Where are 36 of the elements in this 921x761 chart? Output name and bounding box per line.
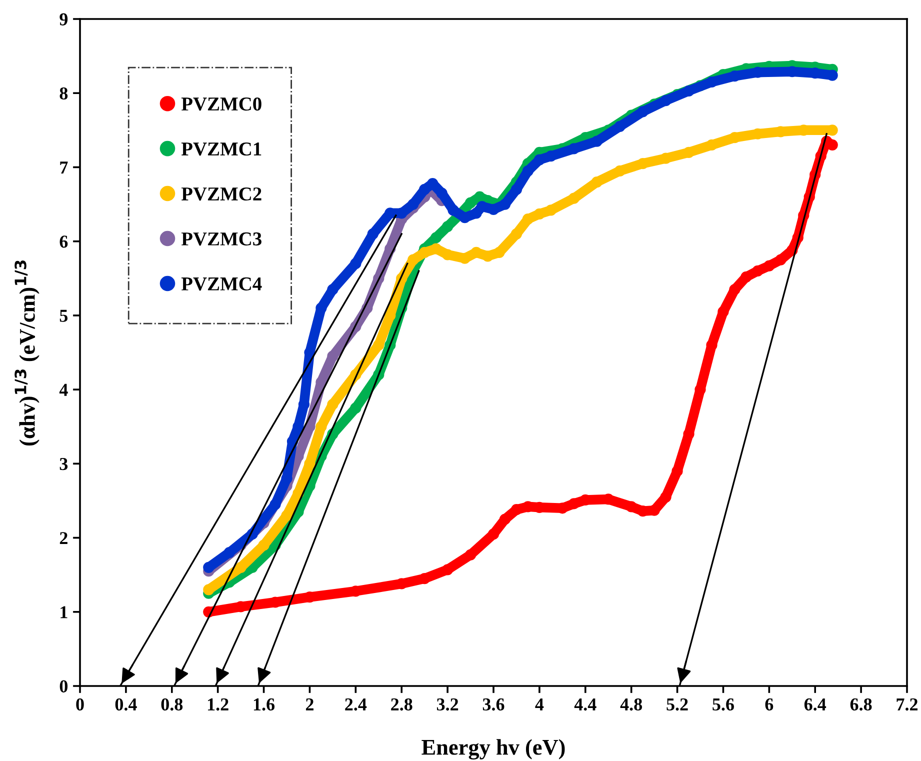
- x-tick-label: 2: [306, 698, 314, 710]
- y-tick-label: 1: [60, 606, 68, 618]
- x-tick-label: 2.4: [345, 698, 367, 711]
- x-tick-label: 3.2: [436, 698, 458, 711]
- x-tick-label: 0.8: [161, 698, 183, 711]
- y-tick-label: 3: [60, 458, 68, 470]
- x-tick-label: 4.4: [574, 698, 596, 711]
- y-tick-label: 0: [60, 680, 68, 692]
- x-tick-label: 5.2: [666, 698, 688, 711]
- legend-label: PVZMC1: [181, 142, 262, 156]
- x-axis-title: Energy hv (eV): [422, 739, 565, 760]
- legend-label: PVZMC3: [181, 232, 262, 246]
- x-tick-label: 7.2: [896, 698, 918, 711]
- y-tick-label: 4: [59, 384, 68, 396]
- x-tick-label: 0.4: [115, 698, 137, 711]
- x-tick-label: 6.8: [850, 698, 872, 711]
- y-tick-label: 5: [60, 310, 68, 322]
- y-tick-label: 9: [60, 13, 68, 26]
- legend-label: PVZMC4: [181, 277, 262, 291]
- y-tick-label: 6: [60, 236, 68, 248]
- x-tick-label: 0: [76, 698, 84, 711]
- legend-label: PVZMC2: [181, 187, 262, 201]
- x-tick-label: 1.6: [254, 698, 275, 711]
- x-tick-label: 4.8: [620, 698, 642, 711]
- y-tick-label: 2: [60, 532, 68, 544]
- x-tick-label: 3.6: [482, 698, 504, 711]
- y-tick-label: 7: [60, 162, 68, 174]
- x-tick-label: 2.8: [391, 698, 412, 711]
- y-tick-label: 8: [60, 87, 68, 100]
- legend-label: PVZMC0: [181, 97, 262, 111]
- y-axis-title: (αhv)$^{1/3}$ (eV/cm)$^{1/3}$: [14, 260, 40, 446]
- x-tick-label: 1.2: [208, 698, 228, 711]
- x-tick-label: 4: [535, 698, 544, 710]
- x-tick-label: 5.6: [712, 698, 734, 711]
- x-tick-label: 6.4: [804, 698, 826, 711]
- x-tick-label: 6: [765, 698, 774, 711]
